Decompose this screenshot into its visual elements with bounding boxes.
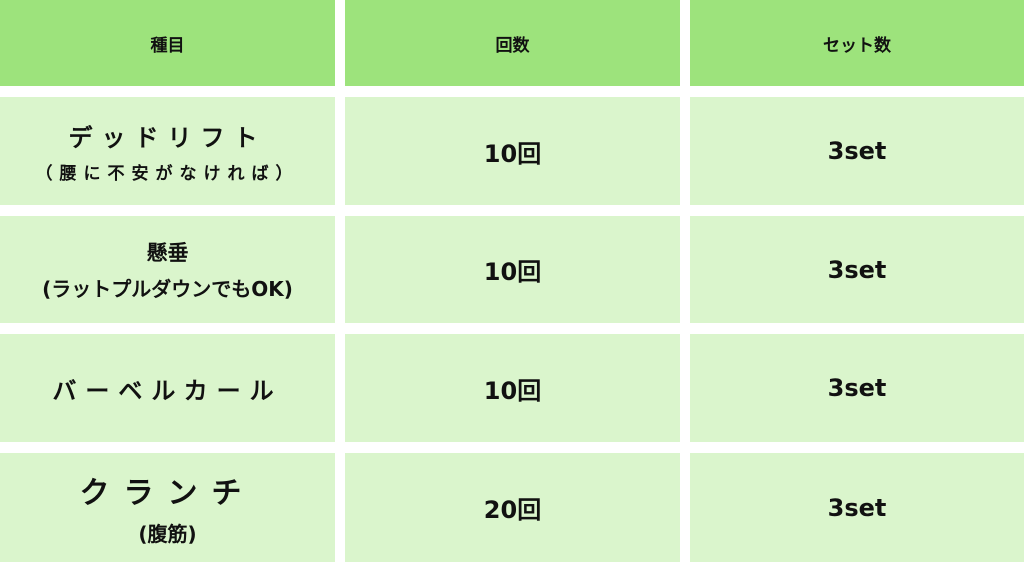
sets-cell: 3set xyxy=(690,453,1024,562)
exercise-note: (ラットプルダウンでもOK) xyxy=(42,277,293,301)
reps-cell: 20回 xyxy=(345,453,680,562)
sets-cell: 3set xyxy=(690,97,1024,205)
sets-cell: 3set xyxy=(690,216,1024,323)
table-row-exercise: 懸垂 (ラットプルダウンでもOK) xyxy=(0,216,335,323)
header-exercise: 種目 xyxy=(0,0,335,86)
table-row-exercise: デッドリフト （腰に不安がなければ） xyxy=(0,97,335,205)
exercise-name: 懸垂 xyxy=(146,241,189,265)
exercise-note: （腰に不安がなければ） xyxy=(35,164,300,184)
header-sets: セット数 xyxy=(690,0,1024,86)
table-row-exercise: クランチ (腹筋) xyxy=(0,453,335,562)
exercise-note: (腹筋) xyxy=(138,522,197,546)
reps-cell: 10回 xyxy=(345,334,680,442)
exercise-name: バーベルカール xyxy=(52,376,283,405)
table-row-exercise: バーベルカール xyxy=(0,334,335,442)
exercise-name: デッドリフト xyxy=(68,124,267,152)
exercise-name: クランチ xyxy=(79,476,256,511)
reps-cell: 10回 xyxy=(345,216,680,323)
sets-cell: 3set xyxy=(690,334,1024,442)
reps-cell: 10回 xyxy=(345,97,680,205)
header-reps: 回数 xyxy=(345,0,680,86)
